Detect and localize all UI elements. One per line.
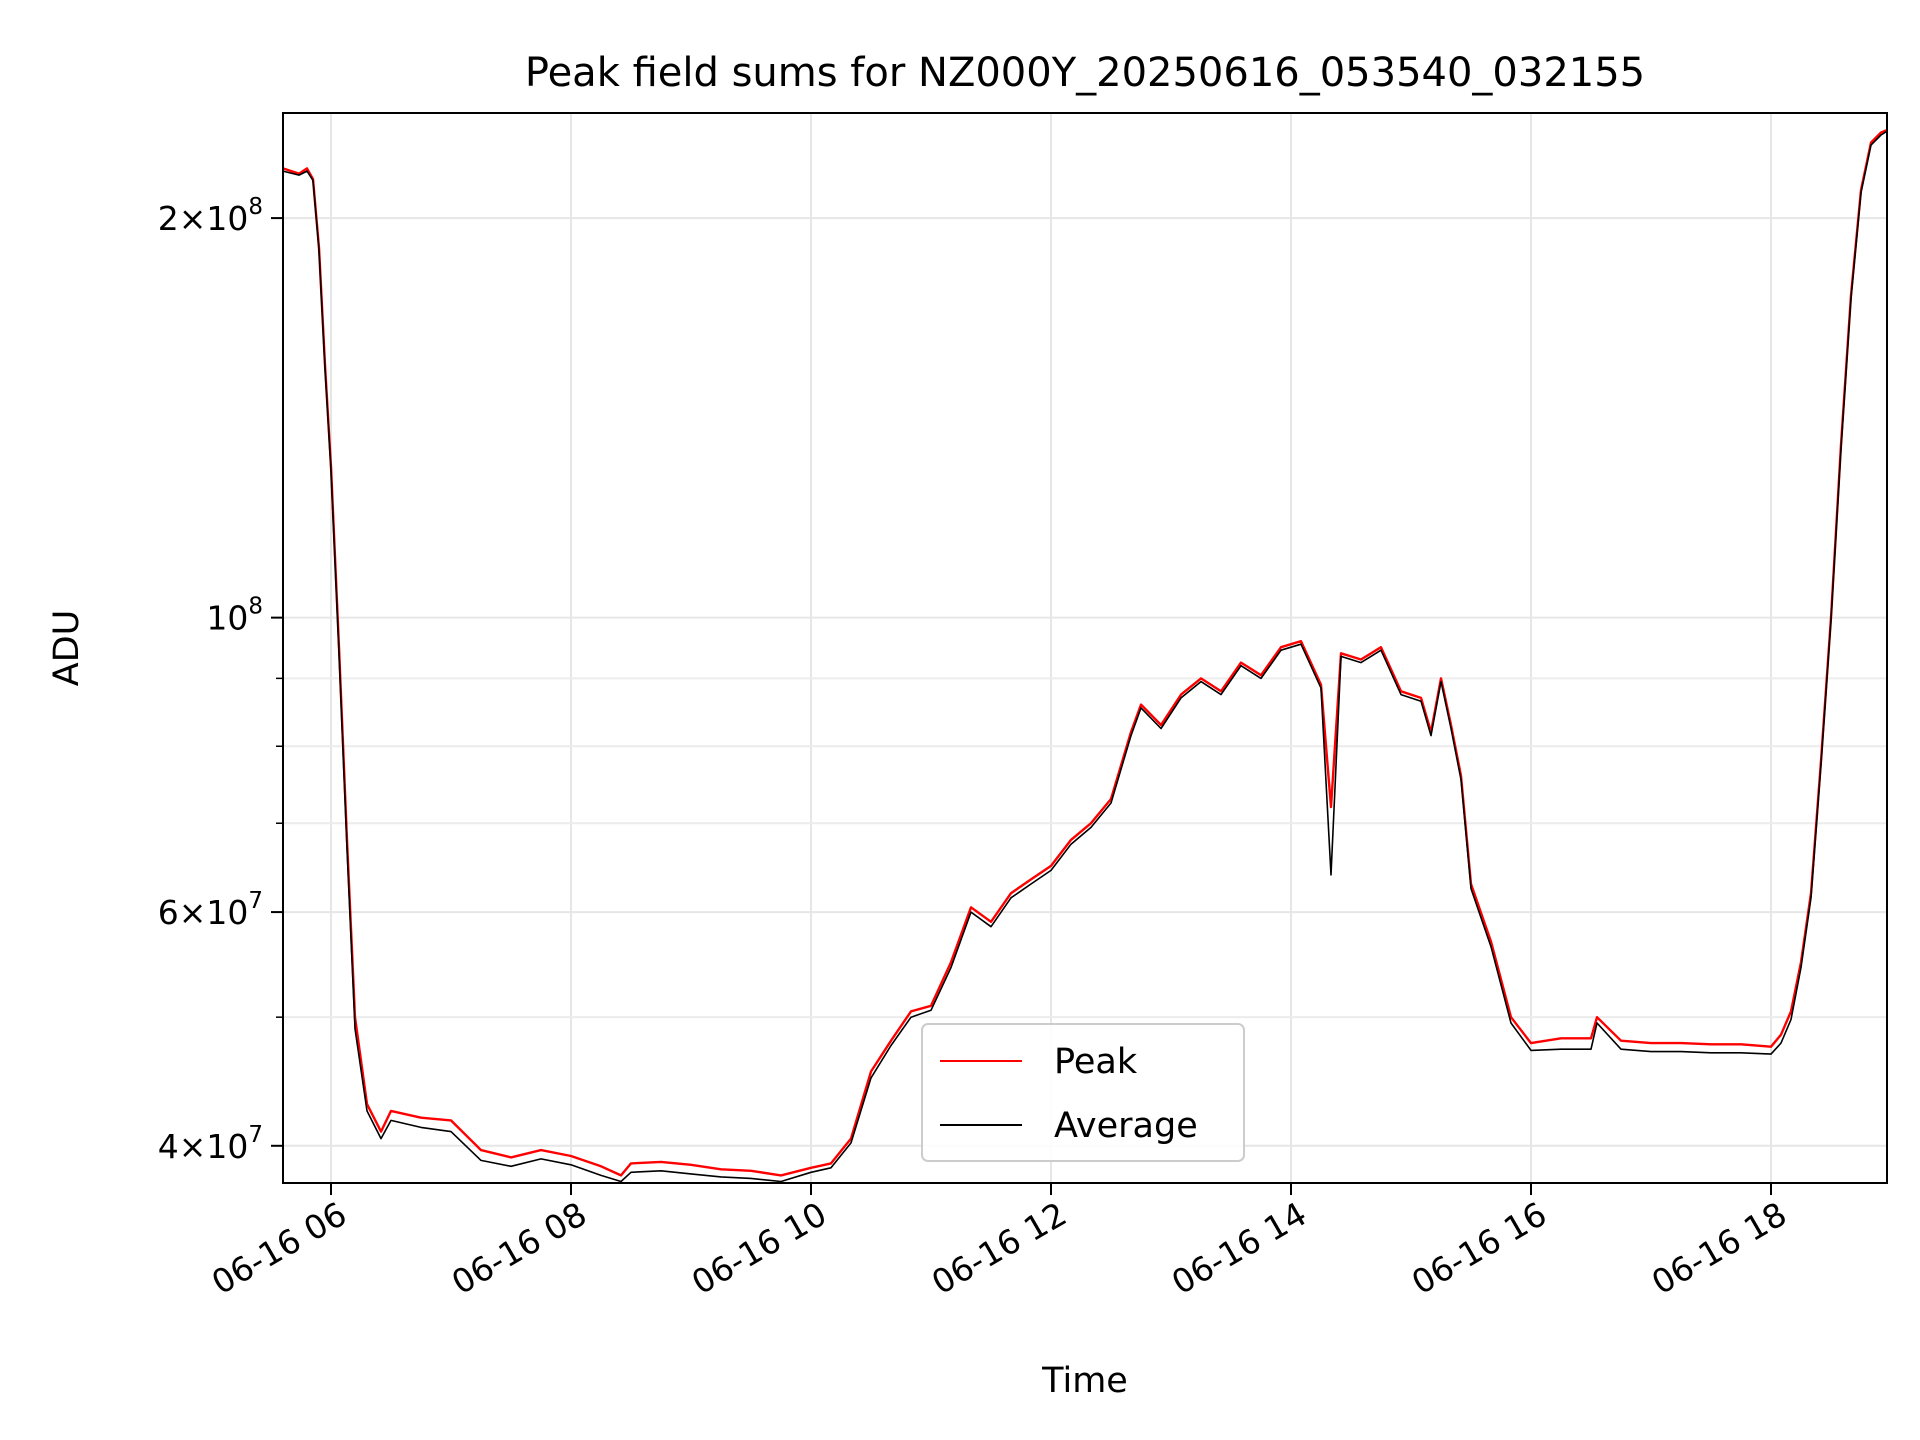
legend-box xyxy=(921,1023,1245,1162)
y-tick-base: 10 xyxy=(206,599,248,638)
y-tick-base: 6×10 xyxy=(158,893,249,932)
legend-label-average: Average xyxy=(1054,1106,1198,1146)
y-tick-label: 108 xyxy=(206,594,263,638)
y-tick-label: 2×108 xyxy=(158,194,263,238)
y-tick-exponent: 8 xyxy=(248,194,263,220)
plot-frame xyxy=(282,112,1888,1184)
y-tick-label: 6×107 xyxy=(158,888,263,932)
y-tick-base: 2×10 xyxy=(158,199,249,238)
chart-title: Peak field sums for NZ000Y_20250616_0535… xyxy=(525,50,1645,96)
series-line-peak xyxy=(282,128,1888,1177)
legend-label-peak: Peak xyxy=(1054,1042,1138,1082)
y-tick-exponent: 8 xyxy=(248,594,263,620)
series-line-average xyxy=(282,130,1888,1183)
y-tick-base: 4×10 xyxy=(158,1127,249,1166)
grid xyxy=(283,113,1887,1183)
y-axis-label: ADU xyxy=(47,610,87,687)
x-axis-label: Time xyxy=(1041,1361,1128,1401)
y-tick-label: 4×107 xyxy=(158,1122,263,1166)
y-tick-exponent: 7 xyxy=(248,888,263,914)
y-tick-exponent: 7 xyxy=(248,1122,263,1148)
series-lines xyxy=(282,128,1888,1183)
legend: Peak Average xyxy=(921,1023,1245,1162)
